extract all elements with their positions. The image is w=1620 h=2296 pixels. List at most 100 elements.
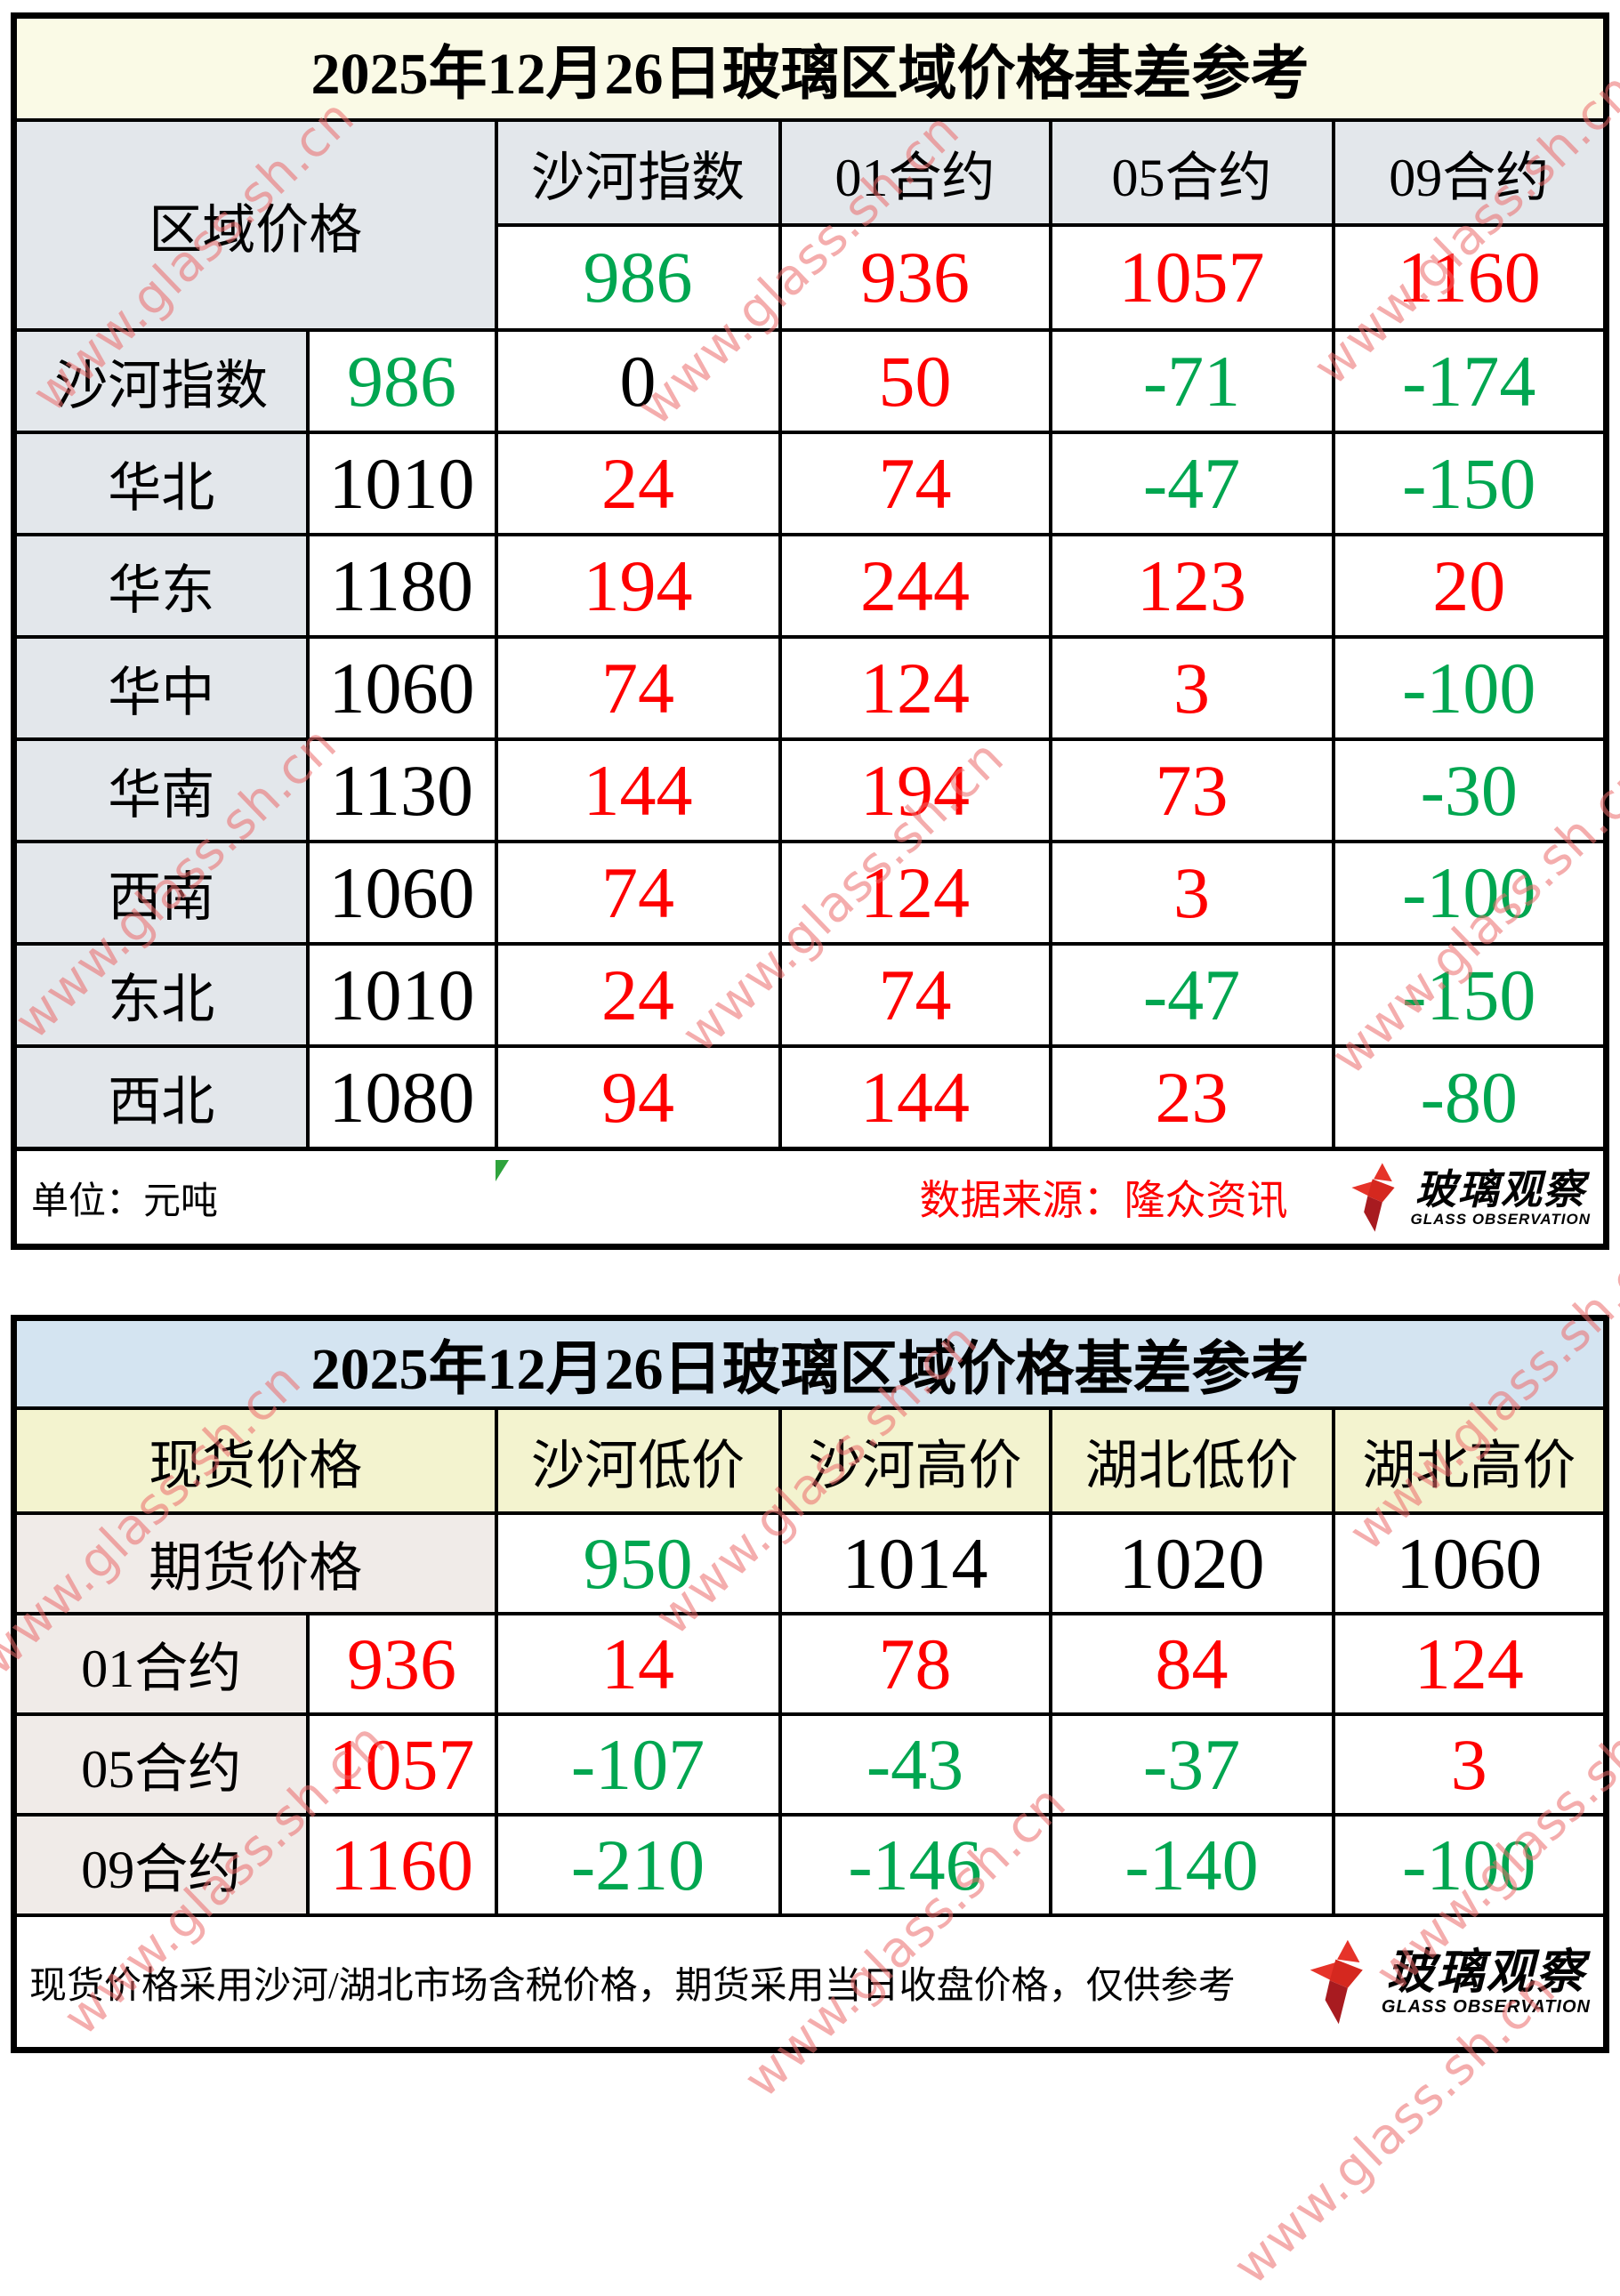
cell-value: 1014	[842, 1522, 988, 1604]
cell-value: -210	[570, 1824, 705, 1905]
region-name: 华东	[12, 533, 310, 639]
disclaimer-note: 现货价格采用沙河/湖北市场含税价格，期货采用当日收盘价格，仅供参考	[29, 1965, 1236, 2007]
cell-value: 1160	[1397, 237, 1541, 318]
basis-cell: -71	[1048, 328, 1335, 434]
basis-cell: 24	[494, 942, 782, 1048]
cell-value: 950	[583, 1522, 693, 1604]
table-row: 西南 1060 74 124 3 -100	[12, 840, 1608, 946]
basis-cell: 3	[1048, 840, 1335, 946]
cell-value: 74	[878, 442, 952, 524]
cell-value: 1010	[328, 954, 475, 1035]
cell-value: 986	[583, 237, 693, 318]
contract-price: 1160	[305, 1813, 498, 1917]
basis-cell: 73	[1048, 737, 1335, 843]
basis-cell: 24	[494, 431, 782, 536]
col-header-contract-01: 01合约	[778, 118, 1052, 227]
basis-cell: 74	[494, 635, 782, 741]
basis-cell: -47	[1048, 431, 1335, 536]
ref-value-cell: 1160	[1331, 223, 1608, 332]
cell-value: 3	[1173, 851, 1210, 933]
table-row: 华中 1060 74 124 3 -100	[12, 635, 1608, 741]
cell-value: -30	[1420, 749, 1518, 831]
spot-price-cell: 950	[494, 1511, 782, 1615]
cell-value: 74	[601, 647, 674, 729]
table1-corner-label: 区域价格	[12, 118, 498, 332]
contract-name: 05合约	[12, 1712, 310, 1817]
contract-price: 936	[305, 1612, 498, 1716]
cell-value: -174	[1402, 340, 1536, 422]
table2-footer-row: 现货价格采用沙河/湖北市场含税价格，期货采用当日收盘价格，仅供参考 玻璃观察 G…	[12, 1913, 1608, 2052]
region-name: 西南	[12, 840, 310, 946]
cell-value: 74	[601, 851, 674, 933]
cell-value: 78	[878, 1623, 952, 1704]
data-source-label: 数据来源：隆众资讯	[919, 1178, 1288, 1223]
table2-corner-label: 现货价格	[12, 1406, 498, 1515]
logo-star-icon	[1350, 1163, 1395, 1232]
cell-value: 1160	[330, 1824, 473, 1905]
cell-value: 84	[1155, 1623, 1229, 1704]
basis-cell: -47	[1048, 942, 1335, 1048]
cell-value: 124	[860, 647, 970, 729]
table2-title: 2025年12月26日玻璃区域价格基差参考	[12, 1316, 1608, 1410]
basis-cell: -30	[1331, 737, 1608, 843]
cell-value: 1060	[328, 647, 475, 729]
basis-cell: 123	[1048, 533, 1335, 639]
region-name: 沙河指数	[12, 328, 310, 434]
table-row: 05合约 1057 -107 -43 -37 3	[12, 1712, 1608, 1817]
basis-cell: 144	[778, 1044, 1052, 1151]
cell-value: 24	[601, 442, 674, 524]
cell-value: 1080	[328, 1056, 475, 1138]
cell-value: 144	[583, 749, 693, 831]
spot-futures-basis-table: 2025年12月26日玻璃区域价格基差参考 现货价格 沙河低价 沙河高价 湖北低…	[11, 1315, 1609, 2053]
basis-cell: -210	[494, 1813, 782, 1917]
basis-cell: 3	[1331, 1712, 1608, 1817]
table-row: 东北 1010 24 74 -47 -150	[12, 942, 1608, 1048]
basis-cell: 194	[778, 737, 1052, 843]
basis-cell: 244	[778, 533, 1052, 639]
basis-cell: 124	[778, 840, 1052, 946]
basis-cell: 20	[1331, 533, 1608, 639]
region-price: 1060	[305, 840, 498, 946]
cell-value: 986	[347, 340, 456, 422]
cell-value: 0	[619, 340, 657, 422]
cell-value: 124	[860, 851, 970, 933]
cell-value: 936	[860, 237, 970, 318]
table-row: 西北 1080 94 144 23 -80	[12, 1044, 1608, 1151]
basis-cell: 50	[778, 328, 1052, 434]
cell-value: 23	[1155, 1056, 1229, 1138]
green-marker-icon	[496, 1160, 509, 1181]
basis-cell: 194	[494, 533, 782, 639]
regional-basis-table: 2025年12月26日玻璃区域价格基差参考 区域价格 沙河指数 01合约 05合…	[11, 12, 1609, 1250]
spot-price-cell: 1020	[1048, 1511, 1335, 1615]
logo-en-text: GLASS OBSERVATION	[1410, 1210, 1591, 1228]
contract-price: 1057	[305, 1712, 498, 1817]
table-row: 09合约 1160 -210 -146 -140 -100	[12, 1813, 1608, 1917]
region-name: 西北	[12, 1044, 310, 1151]
cell-value: -47	[1142, 954, 1241, 1035]
cell-value: -150	[1402, 954, 1536, 1035]
basis-cell: 78	[778, 1612, 1052, 1716]
region-price: 1180	[305, 533, 498, 639]
ref-value-cell: 1057	[1048, 223, 1335, 332]
basis-cell: 23	[1048, 1044, 1335, 1151]
col-header-hubei-high: 湖北高价	[1331, 1406, 1608, 1515]
basis-cell: 74	[778, 431, 1052, 536]
region-price: 986	[305, 328, 498, 434]
col-header-contract-05: 05合约	[1048, 118, 1335, 227]
futures-price-row: 期货价格 950 1014 1020 1060	[12, 1511, 1608, 1615]
col-header-contract-09: 09合约	[1331, 118, 1608, 227]
cell-value: 194	[860, 749, 970, 831]
cell-value: 50	[878, 340, 952, 422]
cell-value: -100	[1402, 851, 1536, 933]
cell-value: -100	[1402, 647, 1536, 729]
logo-cn-text: 玻璃观察	[1386, 1946, 1586, 1999]
col-header-hubei-low: 湖北低价	[1048, 1406, 1335, 1515]
cell-value: 24	[601, 954, 674, 1035]
basis-cell: 144	[494, 737, 782, 843]
region-price: 1010	[305, 942, 498, 1048]
region-name: 华北	[12, 431, 310, 536]
cell-value: 1060	[328, 851, 475, 933]
cell-value: 123	[1137, 544, 1246, 626]
glass-observation-logo: 玻璃观察 GLASS OBSERVATION	[1309, 1939, 1591, 2025]
contract-name: 01合约	[12, 1612, 310, 1716]
